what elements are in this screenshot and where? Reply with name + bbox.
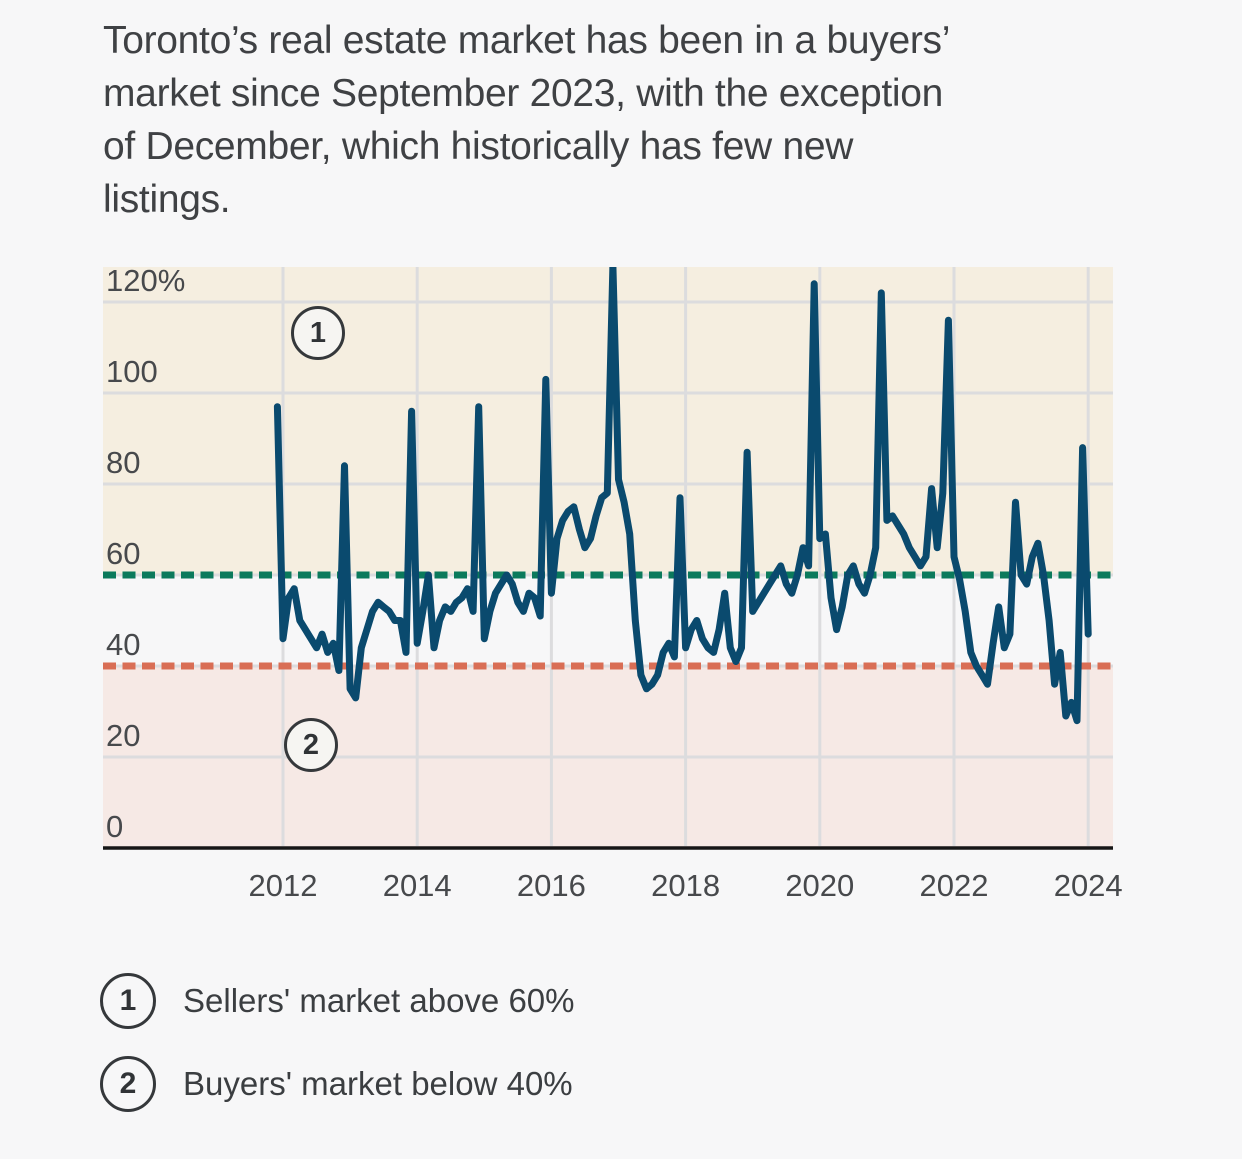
legend-marker-2-number: 2 [119,1067,137,1100]
chart-title-line: of December, which historically has few … [103,125,854,168]
y-tick-label: 100 [106,354,158,389]
annotation-2-badge: 2 [284,718,338,772]
chart-title-line: listings. [103,178,231,221]
x-tick-label: 2016 [517,868,586,903]
x-tick-label: 2022 [920,868,989,903]
y-tick-label: 20 [106,718,140,753]
y-tick-label: 40 [106,627,140,662]
y-tick-label: 120% [106,263,185,298]
y-tick-label: 80 [106,445,140,480]
chart-title: Toronto’s real estate market has been in… [103,14,950,226]
legend-marker-1-number: 1 [119,984,137,1017]
legend-row-sellers: 1 Sellers' market above 60% [100,973,575,1029]
legend-marker-1: 1 [100,973,156,1029]
annotation-1-badge: 1 [291,306,345,360]
legend-row-buyers: 2 Buyers' market below 40% [100,1056,573,1112]
x-tick-label: 2018 [651,868,720,903]
x-tick-label: 2012 [249,868,318,903]
annotation-2-label: 2 [302,728,320,761]
legend-label-sellers: Sellers' market above 60% [183,982,575,1019]
x-tick-label: 2020 [785,868,854,903]
y-tick-label: 60 [106,536,140,571]
snlr-line-chart: 120% 100 80 60 40 20 0 2012 2014 2016 2018 2020 2022… [103,263,1123,903]
x-tick-label: 2024 [1054,868,1123,903]
series-line [273,267,1092,725]
x-tick-label: 2014 [383,868,452,903]
chart-title-line: market since September 2023, with the ex… [103,72,944,115]
y-tick-label: 0 [106,809,123,844]
chart-title-line: Toronto’s real estate market has been in… [103,19,951,62]
legend-label-buyers: Buyers' market below 40% [183,1065,573,1102]
band-balanced-zone [103,575,1113,666]
annotation-1-label: 1 [309,316,327,349]
legend-marker-2: 2 [100,1056,156,1112]
